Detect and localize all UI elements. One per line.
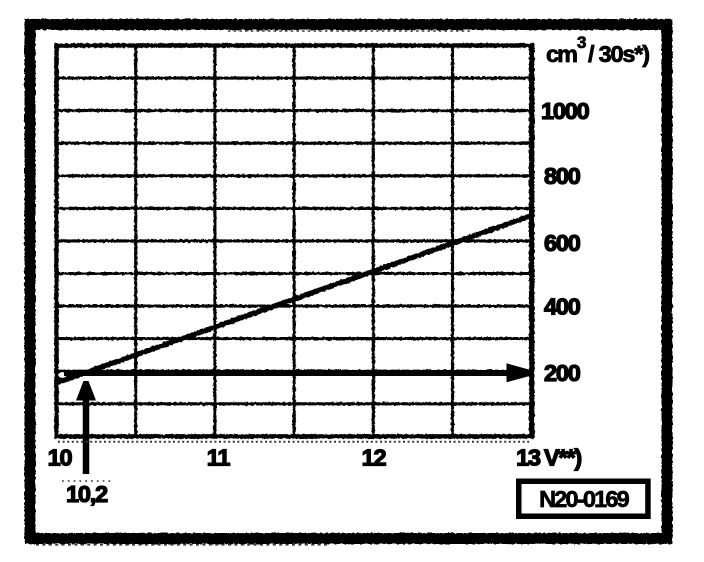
svg-text:cm: cm — [546, 41, 577, 67]
svg-text:400: 400 — [544, 294, 581, 320]
svg-text:13: 13 — [516, 445, 541, 471]
svg-text:11: 11 — [207, 445, 231, 471]
svg-text:N20-0169: N20-0169 — [539, 486, 630, 512]
svg-text:200: 200 — [544, 360, 581, 386]
svg-text:800: 800 — [544, 163, 581, 189]
svg-text:10,2: 10,2 — [66, 481, 108, 507]
svg-text:600: 600 — [544, 230, 581, 256]
svg-text:/ 30s*): / 30s*) — [588, 41, 649, 67]
svg-text:V**): V**) — [544, 445, 581, 471]
svg-text:10: 10 — [48, 445, 73, 471]
svg-text:12: 12 — [362, 445, 387, 471]
svg-text:3: 3 — [577, 33, 586, 52]
svg-text:1000: 1000 — [541, 98, 590, 124]
